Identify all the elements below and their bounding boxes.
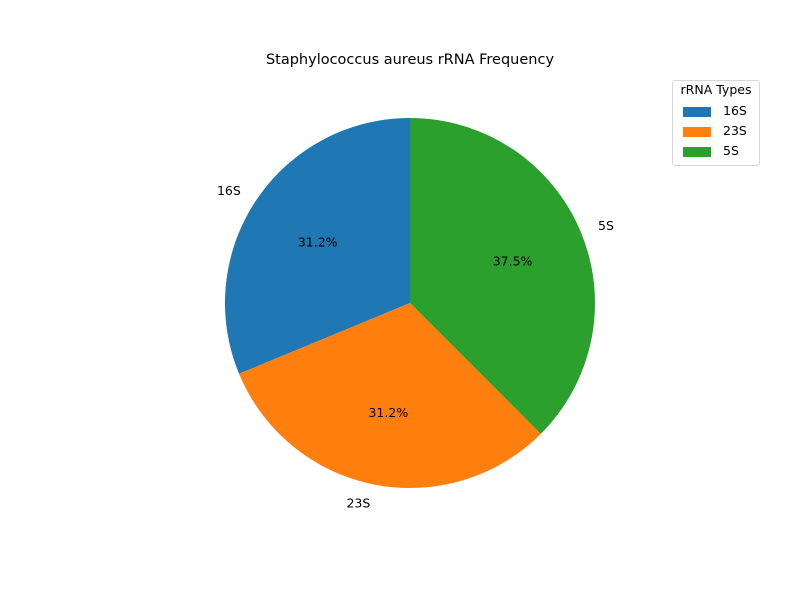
pie-slice-5s [410, 118, 595, 434]
pie-slice-16s [224, 118, 410, 374]
pie-category-label-16s: 16S [217, 183, 241, 198]
pie-percent-label-16s: 31.2% [298, 234, 338, 249]
legend-title: rRNA Types [680, 82, 752, 97]
pie-slice-23s [239, 303, 541, 489]
pie-percent-label-23s: 31.2% [368, 405, 408, 420]
legend-swatch-5s [683, 147, 711, 157]
legend-swatch-23s [683, 127, 711, 137]
pie-category-label-5s: 5S [598, 218, 614, 233]
legend-swatch-16s [683, 107, 711, 117]
pie-category-label-23s: 23S [346, 496, 370, 511]
legend-label-16s: 16S [723, 103, 747, 118]
pie-percent-label-5s: 37.5% [493, 254, 533, 269]
legend-label-5s: 5S [723, 143, 739, 158]
legend-label-23s: 23S [723, 123, 747, 138]
legend: rRNA Types 16S 23S 5S [672, 80, 760, 166]
chart-title: Staphylococcus aureus rRNA Frequency [266, 52, 555, 68]
